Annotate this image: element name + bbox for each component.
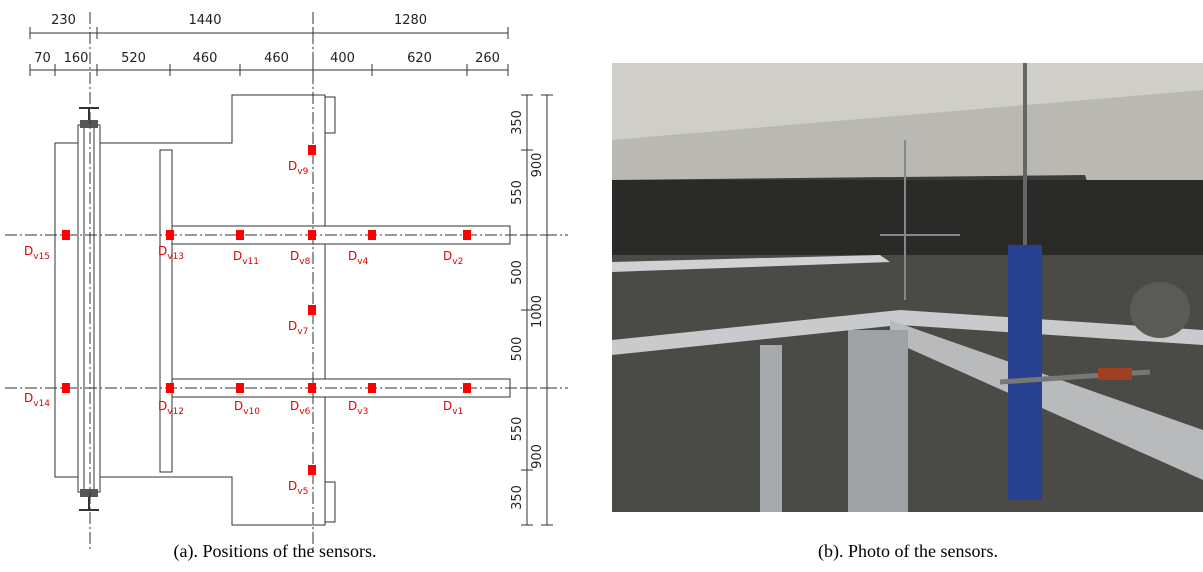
dimension-label: 460 — [193, 51, 218, 66]
sensor-label-sub: v15 — [33, 252, 50, 262]
sensor-label-sub: v14 — [33, 399, 50, 409]
dimension-label: 900 — [530, 153, 545, 178]
sensor-label: Dv15 — [24, 244, 50, 262]
dimension-label: 160 — [64, 51, 89, 66]
handle — [1098, 368, 1132, 380]
sensor-label-sub: v10 — [243, 407, 260, 417]
sensor-label: Dv9 — [288, 159, 309, 177]
sensor-marker — [463, 383, 471, 393]
sensor-marker — [463, 230, 471, 240]
bolt-group — [80, 489, 98, 497]
sensor-label-main: D — [443, 399, 452, 413]
column — [78, 125, 100, 492]
sensor-label-sub: v6 — [299, 407, 310, 417]
bolt-group — [80, 120, 98, 128]
sensor-label-main: D — [234, 399, 243, 413]
aluminum-post — [848, 330, 908, 512]
sensor-marker — [368, 383, 376, 393]
end-plate — [160, 150, 172, 472]
sensor-label-main: D — [288, 159, 297, 173]
sensor-label-sub: v5 — [297, 487, 308, 497]
sensor-label: Dv8 — [290, 249, 311, 267]
sensor-label-main: D — [233, 249, 242, 263]
dimension-label: 500 — [510, 337, 525, 362]
flange — [325, 97, 335, 133]
dimension-label: 400 — [330, 51, 355, 66]
sensor-label-main: D — [158, 399, 167, 413]
sensor-label: Dv11 — [233, 249, 259, 267]
wheel — [1130, 282, 1190, 338]
sensor-label: Dv2 — [443, 249, 463, 267]
sensor-label-sub: v8 — [299, 257, 310, 267]
sensor-marker — [308, 383, 316, 393]
sensor-marker — [166, 383, 174, 393]
dimension-label: 520 — [121, 51, 146, 66]
sensor-label-main: D — [290, 399, 299, 413]
sensor-label: Dv5 — [288, 479, 308, 497]
sensor-marker — [308, 305, 316, 315]
dimension-label: 500 — [510, 260, 525, 285]
sensor-marker — [308, 145, 316, 155]
dimension-label: 1000 — [530, 295, 545, 328]
sensor-label: Dv7 — [288, 319, 308, 337]
sensor-marker — [308, 230, 316, 240]
dimension-label: 260 — [475, 51, 500, 66]
sensor-label: Dv3 — [348, 399, 368, 417]
dimension-label: 1440 — [188, 13, 221, 28]
sensor-label-main: D — [24, 391, 33, 405]
sensor-marker — [62, 383, 70, 393]
sensor-label: Dv1 — [443, 399, 463, 417]
sensor-label-sub: v7 — [297, 327, 308, 337]
sensor-label-sub: v13 — [167, 252, 184, 262]
dimension-label: 620 — [407, 51, 432, 66]
sensor-label-sub: v9 — [297, 167, 308, 177]
sensor-marker — [308, 465, 316, 475]
sensor-label: Dv14 — [24, 391, 50, 409]
sensor-label-main: D — [288, 479, 297, 493]
sensor-label: Dv4 — [348, 249, 369, 267]
dimension-label: 230 — [51, 13, 76, 28]
flange — [325, 482, 335, 522]
figure: (a). Positions of the sensors. (b). Phot… — [0, 0, 1203, 572]
drawing — [5, 12, 568, 552]
lab-background — [612, 180, 1203, 255]
aluminum-post — [760, 345, 782, 512]
dimension-label: 350 — [510, 485, 525, 510]
sensor-label-sub: v4 — [357, 257, 368, 267]
sensor-label-sub: v1 — [452, 407, 463, 417]
sensor-label: Dv6 — [290, 399, 311, 417]
photo — [612, 63, 1203, 512]
dimension-label: 460 — [264, 51, 289, 66]
sensor-label-main: D — [24, 244, 33, 258]
caption: (b). Photo of the sensors. — [818, 541, 998, 562]
dimension-label: 550 — [510, 417, 525, 442]
sensor-marker — [236, 383, 244, 393]
sensor-marker — [166, 230, 174, 240]
sensor-label-main: D — [158, 244, 167, 258]
sensor-label-main: D — [348, 249, 357, 263]
sensor-label-sub: v11 — [242, 257, 259, 267]
dimension-label: 70 — [34, 51, 51, 66]
dimension-label: 900 — [530, 444, 545, 469]
sensor-label-sub: v2 — [452, 257, 463, 267]
sensor-label-sub: v3 — [357, 407, 368, 417]
sensor-label-main: D — [290, 249, 299, 263]
sensor-marker — [368, 230, 376, 240]
sensor-label-sub: v12 — [167, 407, 184, 417]
dimension-label: 550 — [510, 180, 525, 205]
dimension-label: 1280 — [394, 13, 427, 28]
caption: (a). Positions of the sensors. — [174, 541, 377, 562]
sensor-label-main: D — [348, 399, 357, 413]
sensor-marker — [62, 230, 70, 240]
sensor-label-main: D — [443, 249, 452, 263]
sensor-label: Dv10 — [234, 399, 260, 417]
lvdt-sensor — [1008, 245, 1042, 500]
dimension-label: 350 — [510, 110, 525, 135]
sensor-marker — [236, 230, 244, 240]
sensor-label-main: D — [288, 319, 297, 333]
